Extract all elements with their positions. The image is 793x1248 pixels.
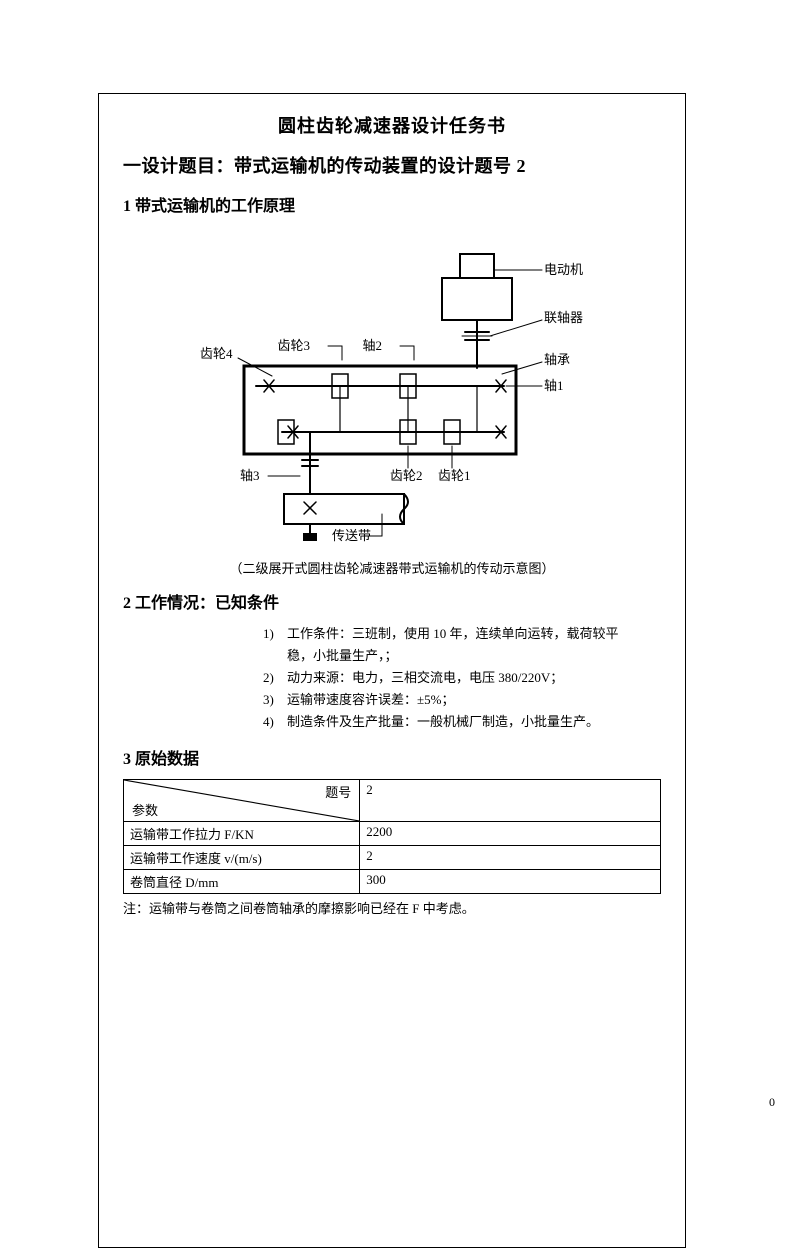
data-table: 题号 参数 2 运输带工作拉力 F/KN 2200 运输带工作速度 v/(m/s… [123,779,661,894]
list-number: 4) [263,711,287,733]
list-item: 3) 运输带速度容许误差：±5%； [263,689,641,711]
label-motor: 电动机 [544,262,583,277]
table-note: 注：运输带与卷筒之间卷筒轴承的摩擦影响已经在 F 中考虑。 [123,898,661,917]
section2-heading: 2 工作情况：已知条件 [123,589,661,613]
table-cell-label: 运输带工作拉力 F/KN [124,822,360,846]
label-bearing: 轴承 [544,352,570,367]
list-number: 2) [263,667,287,689]
section3-heading: 3 原始数据 [123,745,661,769]
table-cell-label: 卷筒直径 D/mm [124,870,360,894]
label-shaft3: 轴3 [240,468,260,483]
label-shaft2: 轴2 [362,338,382,353]
list-item: 1) 工作条件：三班制，使用 10 年，连续单向运转，载荷较平稳，小批量生产，； [263,623,641,667]
table-header-top: 题号 [325,782,351,801]
diagram-caption: （二级展开式圆柱齿轮减速器带式运输机的传动示意图） [123,558,661,577]
label-gear1: 齿轮1 [438,468,471,483]
list-text: 制造条件及生产批量：一般机械厂制造，小批量生产。 [287,711,641,733]
section1-heading: 1 带式运输机的工作原理 [123,192,661,216]
table-header-bottom: 参数 [132,800,158,819]
table-header-value: 2 [360,780,661,822]
label-gear3: 齿轮3 [277,338,310,353]
table-cell-label: 运输带工作速度 v/(m/s) [124,846,360,870]
list-item: 4) 制造条件及生产批量：一般机械厂制造，小批量生产。 [263,711,641,733]
table-cell-value: 300 [360,870,661,894]
table-header-diagonal: 题号 参数 [124,780,360,822]
conditions-list: 1) 工作条件：三班制，使用 10 年，连续单向运转，载荷较平稳，小批量生产，；… [263,623,641,733]
list-text: 动力来源：电力，三相交流电，电压 380/220V； [287,667,641,689]
label-gear4: 齿轮4 [200,346,233,361]
page-frame: 圆柱齿轮减速器设计任务书 一设计题目：带式运输机的传动装置的设计题号 2 1 带… [98,93,686,1248]
table-cell-value: 2200 [360,822,661,846]
list-number: 3) [263,689,287,711]
design-topic-heading: 一设计题目：带式运输机的传动装置的设计题号 2 [123,152,661,178]
table-row: 卷筒直径 D/mm 300 [124,870,661,894]
table-cell-value: 2 [360,846,661,870]
list-item: 2) 动力来源：电力，三相交流电，电压 380/220V； [263,667,641,689]
table-row: 运输带工作拉力 F/KN 2200 [124,822,661,846]
label-belt: 传送带 [332,528,371,543]
transmission-diagram: 电动机 联轴器 轴承 轴1 轴2 齿轮3 齿轮4 轴3 齿轮2 齿轮1 传送带 [123,246,661,546]
label-gear2: 齿轮2 [390,468,423,483]
page-number: 0 [769,1095,775,1110]
label-shaft1: 轴1 [544,378,564,393]
list-text: 工作条件：三班制，使用 10 年，连续单向运转，载荷较平稳，小批量生产，； [287,623,641,667]
list-number: 1) [263,623,287,667]
doc-title: 圆柱齿轮减速器设计任务书 [123,112,661,138]
label-coupling: 联轴器 [544,310,583,325]
table-row: 运输带工作速度 v/(m/s) 2 [124,846,661,870]
list-text: 运输带速度容许误差：±5%； [287,689,641,711]
